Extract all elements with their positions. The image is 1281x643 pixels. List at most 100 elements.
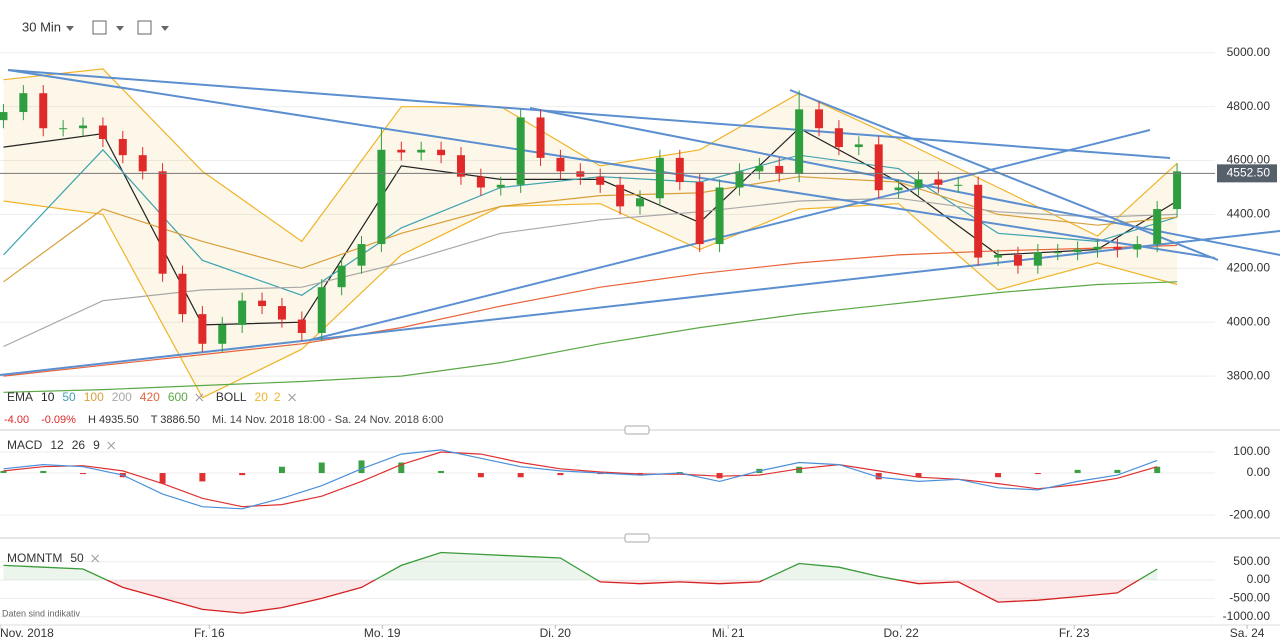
y-tick-label: -200.00: [1229, 507, 1270, 521]
indicator-icon[interactable]: [137, 20, 152, 35]
y-tick-label: 5000.00: [1227, 45, 1271, 59]
candle-body: [258, 300, 267, 307]
indicator-param: 50: [70, 551, 84, 565]
last-price-box: [1217, 164, 1277, 183]
macd-histogram-bar: [318, 462, 325, 474]
pane-handle[interactable]: [624, 425, 650, 435]
macd-histogram-bar: [915, 473, 922, 478]
candle-body: [417, 149, 426, 153]
macd-histogram-bar: [398, 462, 405, 474]
candle-body: [1033, 252, 1042, 266]
candle-body: [1073, 249, 1082, 253]
candle-body: [795, 109, 804, 175]
info-high: H 4935.50: [88, 414, 139, 426]
trendlines: [0, 69, 1281, 376]
x-tick-label: Do. 22: [884, 626, 920, 640]
macd-histogram-bar: [557, 473, 564, 476]
x-tick-label: Mo. 19: [364, 626, 401, 640]
candle-body: [854, 144, 863, 148]
info-range: Mi. 14 Nov. 2018 18:00 - Sa. 24 Nov. 201…: [212, 414, 443, 426]
candle-body: [357, 244, 366, 266]
y-tick-label: 4400.00: [1227, 207, 1271, 221]
candle-body: [994, 254, 1003, 258]
candle-body: [974, 184, 983, 258]
trendline: [309, 129, 1151, 341]
candle-body: [1093, 246, 1102, 250]
x-tick-label: Sa. 24: [1230, 626, 1265, 640]
dropdown-caret[interactable]: [161, 26, 169, 31]
candle-body: [894, 187, 903, 191]
macd-histogram-bar: [40, 470, 47, 474]
info-low: T 3886.50: [151, 414, 200, 426]
macd-histogram-bar: [1034, 473, 1041, 475]
y-tick-label: 3800.00: [1227, 368, 1271, 382]
chart-type-icon[interactable]: [92, 20, 107, 35]
candle-body: [59, 128, 68, 130]
candle-body: [556, 157, 565, 172]
pane-handle[interactable]: [624, 533, 650, 543]
legend-entry: 2: [274, 390, 281, 404]
candle-body: [158, 171, 167, 274]
signal-line: [3, 451, 1158, 508]
legend-entry: 600: [168, 390, 188, 404]
candle-body: [1133, 244, 1142, 250]
macd-histogram-bar: [796, 466, 803, 474]
macd-histogram-bar: [1154, 466, 1161, 474]
y-tick-label: 500.00: [1233, 554, 1270, 568]
candle-body: [437, 149, 446, 156]
candle-body: [775, 165, 784, 175]
toolbar: 30 Min: [22, 19, 169, 35]
interval-selector[interactable]: 30 Min: [22, 19, 61, 34]
candle-body: [317, 287, 326, 333]
candle-body: [695, 182, 704, 245]
x-tick-label: Fr. 16: [194, 626, 225, 640]
legend-entry: 10: [41, 390, 55, 404]
candle-body: [138, 155, 147, 172]
candle-body: [874, 144, 883, 191]
candle-body: [1173, 171, 1182, 210]
macd-histogram-bar: [358, 460, 365, 474]
ema-line: [3, 176, 1178, 283]
trendline: [7, 69, 1216, 259]
remove-icon[interactable]: [195, 393, 204, 402]
macd-histogram-bar: [1074, 469, 1081, 474]
last-price-label: 4552.50: [1227, 166, 1271, 180]
macd-histogram-bar: [239, 473, 246, 476]
candle-body: [1053, 252, 1062, 254]
dropdown-caret[interactable]: [116, 26, 124, 31]
x-tick-label: Mi. 21: [712, 626, 745, 640]
candle-body: [934, 179, 943, 185]
legend-entry: 50: [62, 390, 76, 404]
candle-body: [715, 187, 724, 245]
candle-body: [198, 314, 207, 344]
candle-body: [675, 157, 684, 183]
candle-body: [1013, 254, 1022, 266]
indicator-param: 12: [50, 438, 64, 452]
legend-entry: 20: [255, 390, 269, 404]
y-tick-label: -500.00: [1229, 591, 1270, 605]
ema-line: [3, 281, 1178, 393]
macd-histogram-bar: [159, 473, 166, 484]
y-tick-label: 4200.00: [1227, 261, 1271, 275]
candle-body: [476, 176, 485, 188]
dropdown-caret[interactable]: [66, 26, 74, 31]
y-tick-label: 4000.00: [1227, 314, 1271, 328]
candle-body: [1153, 209, 1162, 245]
y-tick-label: 0.00: [1247, 572, 1271, 586]
indicator-label: BOLL: [216, 390, 247, 404]
candle-body: [755, 165, 764, 172]
footer-note: Daten sind indikativ: [2, 608, 81, 618]
remove-icon[interactable]: [288, 393, 296, 402]
remove-icon[interactable]: [91, 554, 100, 563]
candle-body: [815, 109, 824, 129]
y-tick-label: 4800.00: [1227, 99, 1271, 113]
candle-body: [277, 306, 286, 320]
bollinger-upper: [3, 68, 1178, 243]
candle-body: [178, 273, 187, 315]
x-tick-label: Di. 20: [540, 626, 572, 640]
candle-body: [397, 149, 406, 153]
macd-histogram-bar: [199, 473, 206, 482]
macd-histogram-bar: [517, 473, 524, 478]
remove-icon[interactable]: [107, 441, 116, 450]
candle-body: [655, 157, 664, 199]
